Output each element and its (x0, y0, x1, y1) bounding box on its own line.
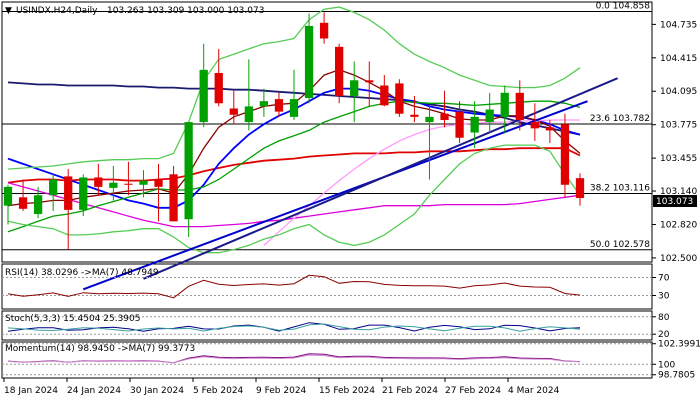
candle-body-26 (395, 83, 404, 114)
stoch-signal-line (7, 323, 581, 332)
date-label-8: 4 Mar 2024 (508, 386, 560, 396)
y-tick-label-5: 103.140 (660, 187, 697, 197)
trendlines (82, 77, 619, 291)
y-axis-ticks: 104.735 104.415 104.095 103.775 103.455 103.1… (652, 20, 697, 264)
y-tick-label-3: 103.775 (660, 121, 697, 131)
candle-body-14 (214, 72, 223, 104)
date-label-0: 18 Jan 2024 (4, 386, 58, 396)
last-price-box (653, 195, 697, 207)
candle-body-7 (109, 182, 118, 188)
ma-line-pink_ma (263, 119, 580, 246)
ohlc-readout: 103.263 103.309 103.000 103.073 (107, 6, 264, 16)
candle-body-27 (410, 114, 419, 117)
candle-body-2 (33, 195, 43, 215)
candle-body-37 (560, 124, 570, 185)
candle-body-32 (485, 109, 494, 123)
candle-body-8 (124, 183, 133, 185)
y-tick-label-1: 104.415 (660, 54, 697, 64)
date-label-5: 15 Feb 2024 (319, 386, 375, 396)
rsi-panel-frame (1, 263, 653, 310)
stoch-panel-frame (1, 310, 653, 341)
stoch-line (7, 322, 581, 332)
candle-body-34 (515, 92, 524, 120)
candle-body-16 (244, 106, 253, 123)
rsi-label: RSI(14) 38.0296 ->MA(7) 48.7949 (5, 268, 159, 278)
last-price-label: 103.073 (656, 197, 693, 207)
candle-body-17 (259, 101, 269, 107)
momentum-ma-line (7, 354, 581, 364)
date-label-3: 5 Feb 2024 (193, 386, 244, 396)
y-tick-label-7: 102.500 (660, 254, 697, 264)
candle-body-6 (94, 177, 103, 187)
candle-body-3 (49, 179, 58, 196)
date-label-6: 21 Feb 2024 (382, 386, 438, 396)
candle-body-23 (350, 80, 359, 96)
candle-body-29 (440, 113, 449, 120)
candle-body-30 (455, 111, 464, 138)
trendline-channel (143, 77, 619, 280)
candle-body-1 (18, 197, 28, 209)
candle-body-11 (169, 174, 178, 222)
momentum-tick-label-1: 100 (658, 360, 675, 370)
candle-body-36 (545, 127, 555, 131)
candle-body-15 (229, 108, 238, 115)
candle-body-31 (470, 116, 479, 133)
candle-body-22 (335, 46, 344, 96)
chart-title: USINDX.H24,Daily (16, 6, 98, 16)
y-tick-label-2: 104.095 (660, 87, 697, 97)
rsi-line (7, 274, 581, 299)
ma-line-bb_upper (7, 6, 581, 170)
momentum-panel-frame (1, 341, 653, 379)
candle-body-20 (304, 25, 314, 99)
ma-line-bb_lower (7, 144, 581, 254)
y-tick-label-0: 104.735 (660, 20, 697, 30)
date-axis: 18 Jan 2024 24 Jan 2024 30 Jan 2024 5 Feb 2… (3, 378, 560, 396)
candle-body-21 (319, 22, 329, 39)
trendline-uptrend (82, 100, 588, 291)
stoch-tick-label-1: 20 (658, 330, 670, 340)
date-label-7: 27 Feb 2024 (445, 386, 501, 396)
candle-body-12 (184, 122, 193, 220)
candle-body-9 (139, 180, 148, 185)
ma-line-green_ma (7, 100, 581, 233)
candle-body-25 (380, 85, 389, 106)
momentum-tick-label-2: 98.7805 (658, 371, 695, 381)
fib-label-0: 0.0 104.858 (596, 2, 651, 12)
rsi-tick-label-1: 30 (658, 292, 670, 302)
y-tick-label-4: 103.455 (660, 154, 697, 164)
candle-body-19 (289, 99, 299, 117)
date-label-2: 30 Jan 2024 (130, 386, 184, 396)
candle-body-35 (530, 122, 539, 129)
candle-body-5 (79, 177, 88, 210)
symbol-arrow-icon: ▼ (5, 6, 12, 16)
stoch-tick-label-0: 80 (658, 313, 670, 323)
candle-body-0 (3, 186, 13, 206)
candle-body-18 (274, 99, 284, 112)
fib-label-1: 23.6 103.782 (590, 114, 650, 124)
candle-body-28 (425, 116, 434, 123)
date-label-1: 24 Jan 2024 (67, 386, 121, 396)
momentum-label: Momentum(14) 98.9450 ->MA(7) 99.3773 (5, 344, 195, 354)
date-label-4: 9 Feb 2024 (256, 386, 307, 396)
fib-label-2: 38.2 103.116 (590, 184, 650, 194)
main-panel-frame (1, 1, 653, 263)
candle-body-13 (199, 69, 208, 123)
rsi-tick-label-0: 70 (658, 274, 670, 284)
candle-body-10 (154, 179, 163, 187)
ma-line-red_ma (7, 147, 581, 184)
fib-label-3: 50.0 102.578 (590, 240, 650, 250)
candle-body-33 (500, 92, 509, 117)
momentum-tick-label-0: 102.3991 (658, 340, 700, 350)
stoch-label: Stoch(5,3,3) 15.4504 25.3905 (5, 314, 140, 324)
candle-body-24 (365, 80, 374, 83)
y-tick-label-6: 102.820 (660, 220, 697, 230)
candle-body-4 (64, 176, 73, 210)
candles (3, 12, 585, 250)
candle-body-38 (575, 178, 585, 199)
